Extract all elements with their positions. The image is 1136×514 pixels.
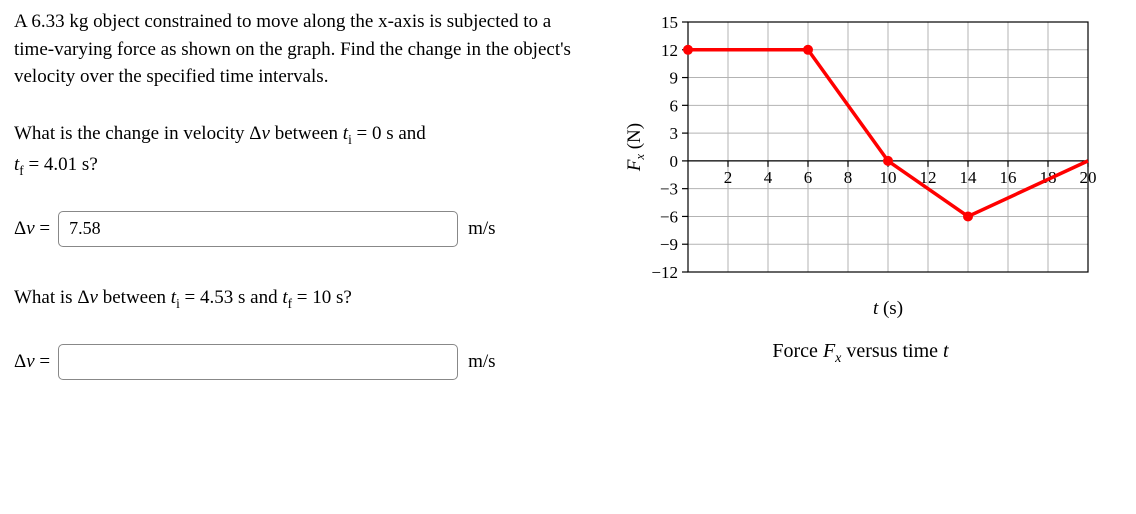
answer-row-2: Δv = m/s [14,344,579,380]
question-1: What is the change in velocity Δv betwee… [14,119,579,181]
svg-text:6: 6 [670,96,679,115]
svg-text:−3: −3 [660,180,678,199]
svg-text:8: 8 [844,168,853,187]
svg-text:9: 9 [670,69,679,88]
svg-text:6: 6 [804,168,813,187]
svg-text:15: 15 [661,13,678,32]
svg-text:10: 10 [880,168,897,187]
answer-1-input[interactable] [58,211,458,247]
answer-row-1: Δv = m/s [14,211,579,247]
answer-2-label: Δv = [14,351,50,373]
svg-text:20: 20 [1080,168,1097,187]
svg-text:4: 4 [764,168,773,187]
answer-1-unit: m/s [468,218,495,240]
svg-text:3: 3 [670,124,679,143]
svg-text:−9: −9 [660,235,678,254]
svg-text:0: 0 [670,152,679,171]
answer-2-input[interactable] [58,344,458,380]
svg-text:−6: −6 [660,207,678,226]
svg-text:16: 16 [1000,168,1017,187]
svg-text:Fx (N): Fx (N) [624,123,647,172]
question-2: What is Δv between ti = 4.53 s and tf = … [14,283,579,314]
chart-caption: Force Fx versus time t [772,340,948,367]
svg-text:14: 14 [960,168,978,187]
problem-intro: A 6.33 kg object constrained to move alo… [14,8,579,91]
answer-2-unit: m/s [468,351,495,373]
svg-text:12: 12 [661,41,678,60]
answer-1-label: Δv = [14,218,50,240]
svg-text:t (s): t (s) [873,298,903,319]
svg-text:2: 2 [724,168,733,187]
svg-text:−12: −12 [651,263,678,282]
force-time-chart: −12−9−6−3036912152468101214161820Fx (N)t… [613,12,1108,332]
